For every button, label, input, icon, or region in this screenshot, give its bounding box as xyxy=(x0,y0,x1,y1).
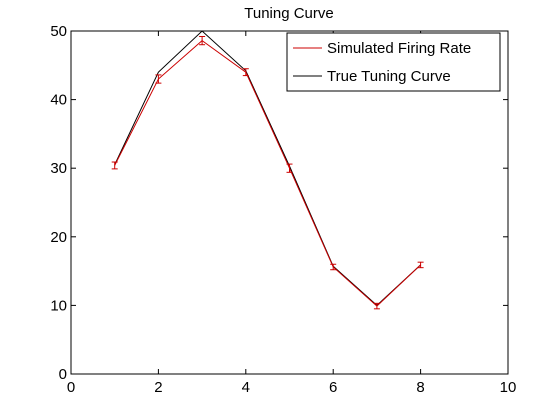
error-bar xyxy=(286,163,293,173)
chart-title: Tuning Curve xyxy=(244,5,334,22)
x-tick-label: 0 xyxy=(67,379,75,396)
error-bar xyxy=(155,74,162,84)
x-tick-label: 8 xyxy=(416,379,424,396)
error-bar xyxy=(242,68,249,77)
legend-label-simulated: Simulated Firing Rate xyxy=(327,40,471,57)
error-bar xyxy=(330,263,337,271)
y-tick-label: 20 xyxy=(50,229,67,246)
y-tick-label: 10 xyxy=(50,297,67,314)
x-tick-label: 4 xyxy=(242,379,250,396)
y-tick-label: 0 xyxy=(59,366,67,383)
x-tick-label: 2 xyxy=(154,379,162,396)
series-line-true xyxy=(114,30,421,307)
error-bar xyxy=(111,161,118,170)
legend-label-true: True Tuning Curve xyxy=(327,68,451,85)
y-tick-label: 30 xyxy=(50,160,67,177)
x-tick-label: 10 xyxy=(500,379,517,396)
y-tick-label: 50 xyxy=(50,23,67,40)
series-line-simulated xyxy=(114,39,421,307)
error-bar xyxy=(373,302,380,310)
x-tick-label: 6 xyxy=(329,379,337,396)
series-layer xyxy=(111,30,424,310)
error-bar xyxy=(417,261,424,269)
legend-box xyxy=(286,32,501,92)
legend: Simulated Firing Rate True Tuning Curve xyxy=(286,32,501,92)
error-bar xyxy=(199,35,206,46)
y-tick-label: 40 xyxy=(50,92,67,109)
